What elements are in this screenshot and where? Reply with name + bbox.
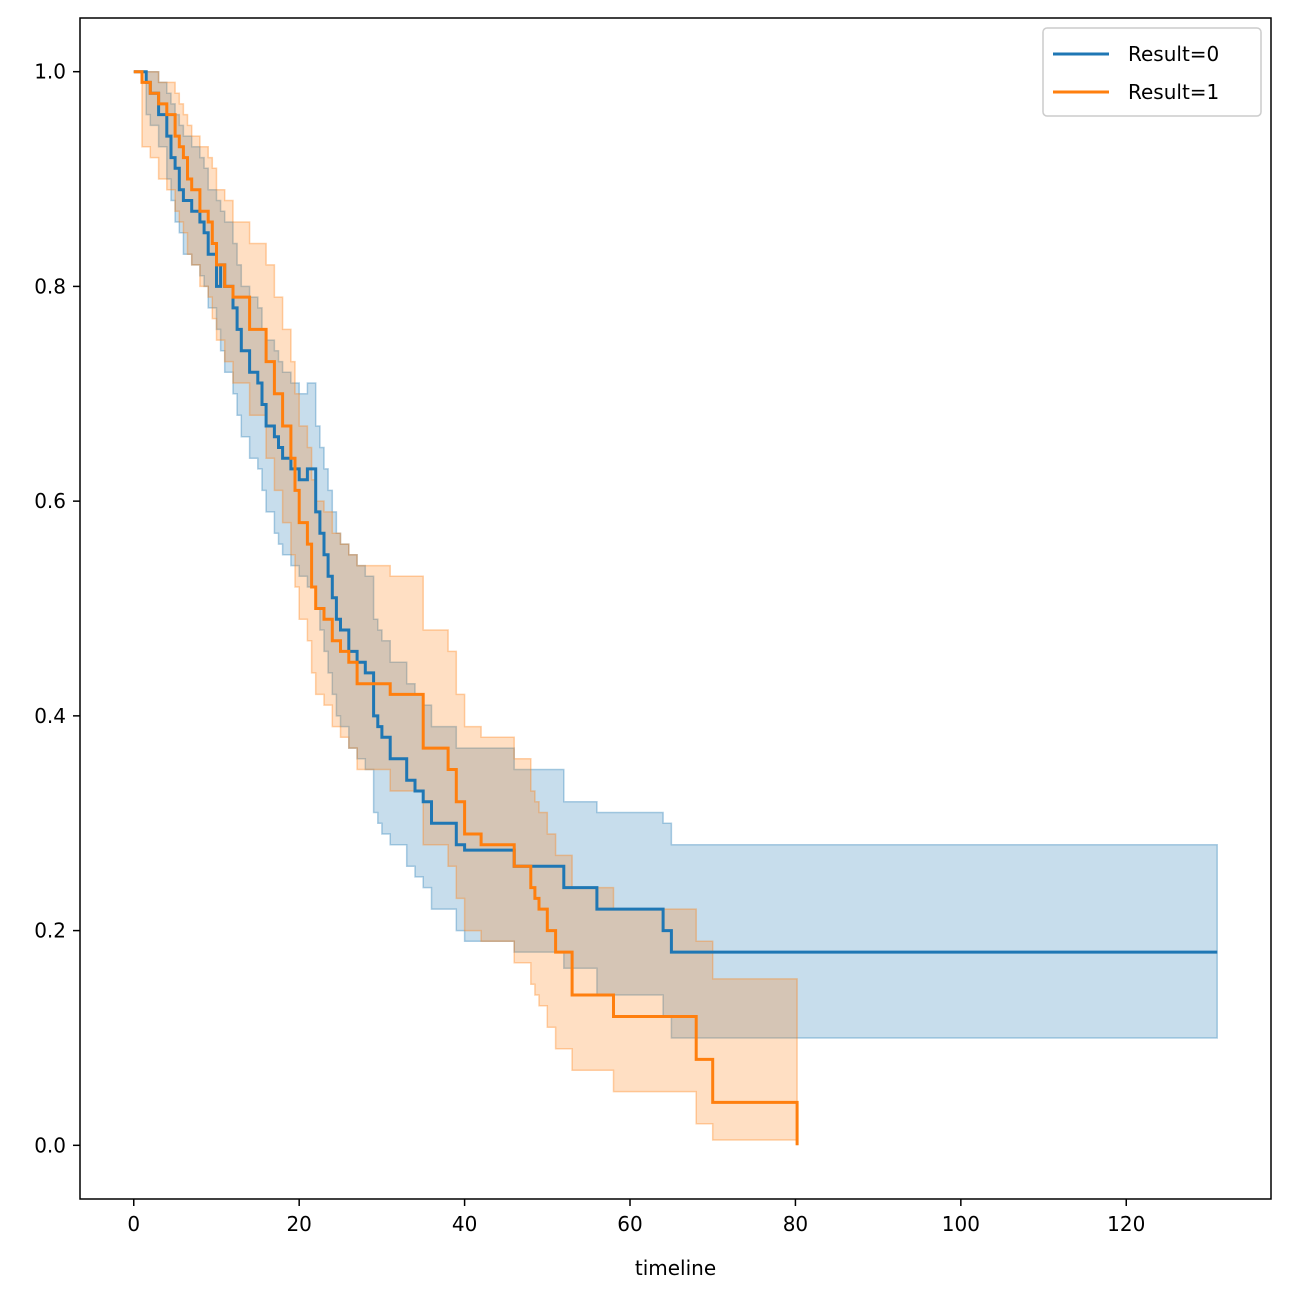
legend-label-result-1: Result=1: [1128, 80, 1219, 104]
survival-lines: [133, 70, 1218, 1146]
x-tick-label: 60: [617, 1212, 642, 1236]
x-tick-label: 0: [127, 1212, 140, 1236]
confidence-bands: [133, 70, 1218, 1146]
y-tick-label: 1.0: [34, 60, 66, 84]
confidence-band-result-0: [133, 70, 1218, 1039]
y-axis-ticks: 0.0 0.2 0.4 0.6 0.8 1.0: [34, 60, 80, 1157]
x-tick-label: 40: [452, 1212, 477, 1236]
y-tick-label: 0.2: [34, 919, 66, 943]
confidence-band-result-1: [133, 70, 798, 1146]
x-tick-label: 80: [783, 1212, 808, 1236]
x-tick-label: 120: [1107, 1212, 1145, 1236]
y-tick-label: 0.4: [34, 704, 66, 728]
x-tick-label: 100: [942, 1212, 980, 1236]
survival-line-result-0: [133, 70, 1218, 954]
y-tick-label: 0.0: [34, 1133, 66, 1157]
legend: Result=0 Result=1: [1042, 27, 1262, 117]
legend-box: [1042, 27, 1262, 117]
plot-area-frame: [79, 17, 1272, 1200]
y-tick-label: 0.8: [34, 274, 66, 298]
x-tick-label: 20: [286, 1212, 311, 1236]
x-axis-ticks: 0 20 40 60 80 100 120: [127, 1199, 1145, 1236]
legend-label-result-0: Result=0: [1128, 42, 1219, 66]
y-tick-label: 0.6: [34, 489, 66, 513]
x-axis-title: timeline: [635, 1256, 716, 1280]
survival-line-result-1: [133, 70, 799, 1146]
